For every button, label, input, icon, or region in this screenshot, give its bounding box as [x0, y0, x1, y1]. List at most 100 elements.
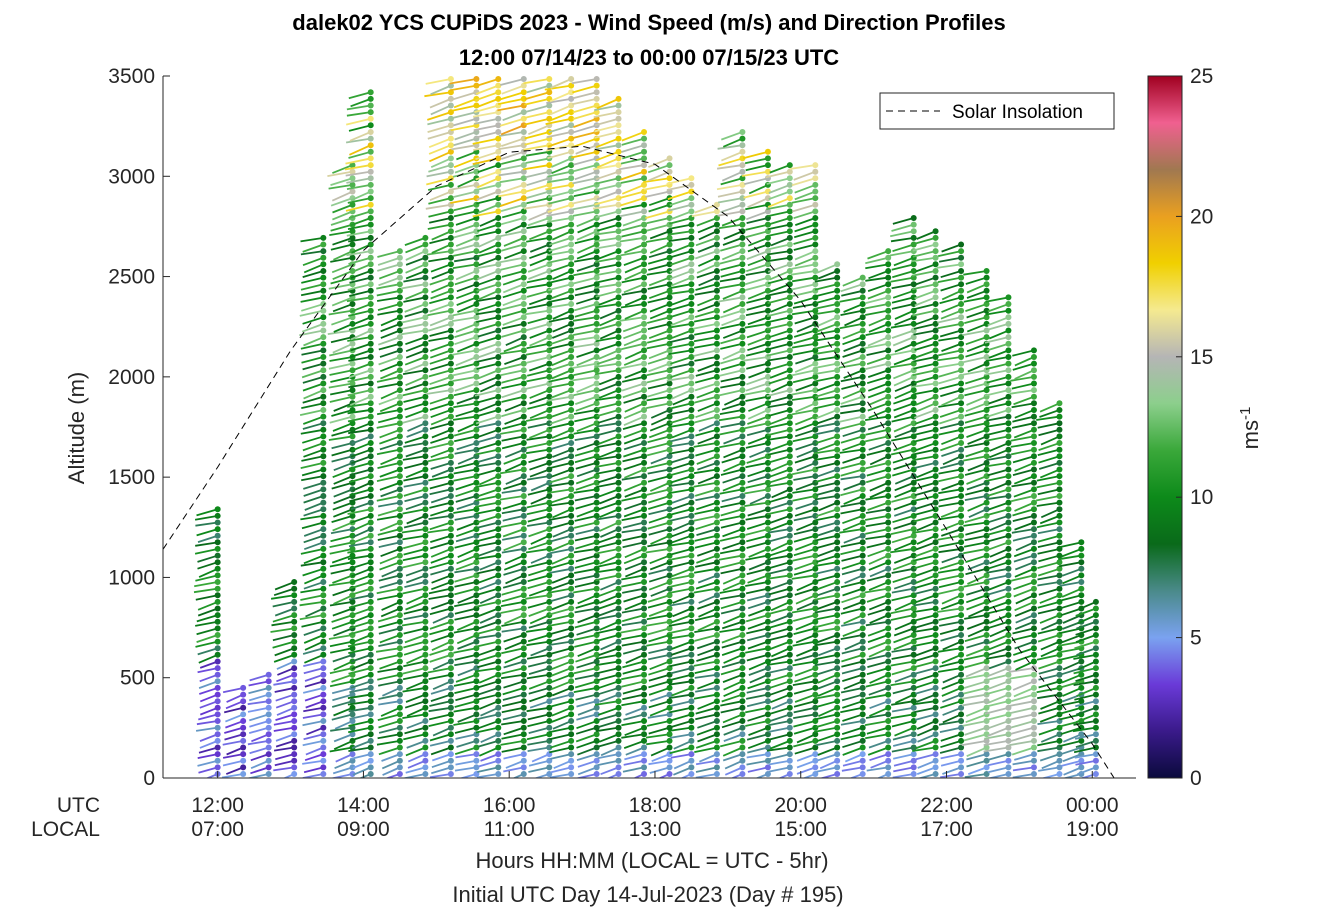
wind-barb: [843, 303, 864, 313]
wind-barb: [347, 223, 371, 230]
wind-barb: [503, 455, 525, 465]
wind-barb: [333, 475, 353, 485]
wind-barb-dot: [739, 129, 746, 135]
wind-barb: [768, 376, 791, 385]
wind-barb: [453, 475, 477, 482]
wind-barb: [457, 548, 477, 559]
wind-barb: [793, 514, 816, 522]
wind-barb-dot: [546, 294, 553, 301]
wind-barb-dot: [520, 493, 527, 499]
wind-barb-dot: [834, 519, 841, 526]
wind-barb-dot: [265, 671, 272, 678]
wind-barb-dot: [495, 625, 502, 632]
wind-barb: [575, 462, 597, 470]
wind-barb: [722, 237, 743, 246]
wind-barb-dot: [367, 426, 374, 433]
wind-barb: [594, 184, 619, 192]
wind-barb: [529, 428, 550, 439]
wind-barb: [304, 640, 324, 651]
wind-barb: [917, 773, 936, 778]
wind-barb: [457, 640, 477, 650]
wind-barb: [302, 773, 324, 778]
wind-barb: [576, 753, 597, 761]
wind-barb-dot: [641, 426, 648, 433]
wind-barb: [894, 620, 915, 631]
wind-barb: [426, 389, 452, 395]
wind-barb: [916, 720, 936, 730]
wind-barb-dot: [688, 691, 695, 698]
wind-barb: [746, 594, 769, 602]
wind-barb: [250, 766, 269, 775]
wind-barb-dot: [885, 645, 892, 652]
wind-barb: [404, 362, 426, 373]
wind-barb-dot: [265, 711, 272, 718]
wind-barb: [429, 349, 452, 359]
wind-barb-dot: [320, 393, 327, 400]
wind-barb-dot: [666, 393, 673, 400]
wind-barb: [791, 389, 816, 396]
wind-barb: [768, 620, 791, 629]
wind-barb: [348, 667, 371, 675]
wind-barb-dot: [910, 407, 917, 413]
wind-barb: [505, 336, 525, 347]
wind-barb: [478, 574, 499, 584]
wind-barb-dot: [739, 287, 746, 294]
wind-barb-dot: [473, 380, 480, 387]
wind-barb-dot: [615, 559, 622, 566]
wind-barb: [817, 746, 838, 756]
wind-barb: [402, 673, 426, 681]
wind-barb: [272, 614, 295, 623]
wind-barb: [304, 753, 324, 762]
wind-barb: [527, 634, 550, 643]
wind-barb: [547, 488, 572, 494]
wind-barb-dot: [447, 347, 454, 354]
wind-barb-dot: [641, 731, 648, 738]
wind-barb: [621, 634, 645, 641]
wind-barb: [768, 759, 790, 766]
wind-barb-dot: [568, 89, 575, 96]
wind-barb-dot: [495, 526, 502, 533]
wind-barb-dot: [447, 268, 454, 274]
wind-barb: [346, 104, 371, 111]
wind-barb: [893, 442, 915, 452]
wind-barb-dot: [495, 122, 502, 129]
wind-barb: [478, 687, 499, 696]
wind-barb: [499, 256, 524, 264]
wind-barb: [505, 475, 525, 485]
wind-barb: [527, 402, 550, 410]
wind-barb: [474, 104, 499, 113]
wind-barb-dot: [859, 526, 866, 533]
wind-barb-dot: [422, 499, 429, 506]
wind-barb-dot: [447, 618, 454, 625]
wind-barb-dot: [367, 234, 374, 241]
wind-barb-dot: [320, 572, 327, 579]
wind-barb: [572, 97, 597, 106]
wind-barb: [348, 369, 371, 379]
wind-barb-dot: [349, 433, 356, 440]
wind-barb: [670, 369, 692, 379]
wind-barb-dot: [568, 334, 575, 341]
wind-barb-dot: [447, 208, 454, 215]
wind-barb: [376, 740, 401, 746]
wind-barb: [595, 289, 619, 298]
wind-barb: [668, 283, 692, 290]
wind-barb: [548, 283, 572, 292]
wind-barb-dot: [495, 532, 502, 539]
wind-barb: [274, 759, 295, 767]
wind-barb: [719, 283, 743, 290]
wind-barb: [624, 601, 645, 611]
wind-barb: [670, 435, 692, 443]
wind-barb-dot: [641, 737, 648, 744]
wind-barb: [303, 766, 324, 774]
wind-barb: [221, 773, 244, 778]
wind-barb: [376, 296, 401, 302]
wind-barb: [817, 587, 838, 597]
wind-barb: [670, 614, 692, 624]
wind-barb-dot: [615, 400, 622, 407]
wind-barb: [745, 581, 769, 587]
wind-barb-dot: [859, 466, 866, 473]
wind-barb-dot: [568, 287, 575, 294]
wind-barb: [769, 687, 791, 696]
wind-barb: [594, 243, 619, 250]
wind-barb-dot: [786, 757, 793, 764]
